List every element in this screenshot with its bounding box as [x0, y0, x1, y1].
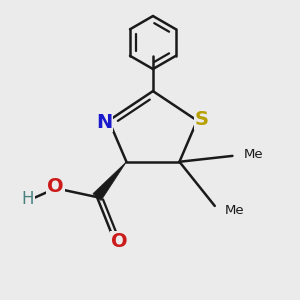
Polygon shape [93, 162, 126, 200]
Text: O: O [47, 177, 64, 196]
Text: N: N [96, 112, 112, 131]
Text: S: S [194, 110, 208, 129]
Text: O: O [111, 232, 128, 251]
Text: Me: Me [244, 148, 264, 161]
Text: H: H [22, 190, 34, 208]
Text: Me: Me [225, 204, 245, 217]
